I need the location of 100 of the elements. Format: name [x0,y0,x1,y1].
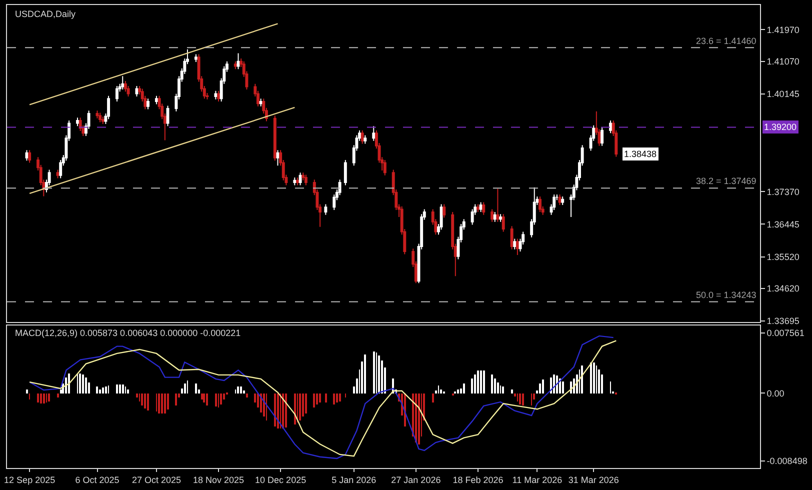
bar [550,378,552,394]
bar [598,370,600,394]
bar [593,362,595,394]
y-tick-label: 0.00 [766,388,784,398]
x-tick-label: 6 Oct 2025 [75,474,120,485]
bar [277,394,279,429]
bar [294,394,296,425]
candlestick [304,174,308,186]
bar [195,384,197,394]
bar [590,362,592,394]
candlestick [513,238,516,250]
bar [440,390,442,394]
bar [40,394,42,404]
candlestick [236,52,240,70]
candlestick [25,150,28,162]
bar [102,388,104,394]
candlestick [383,159,386,176]
bar [553,374,555,394]
candlestick [470,208,474,226]
bar [119,384,121,394]
candlestick [360,130,364,144]
bar [378,356,380,394]
candlestick [516,238,519,256]
bar [85,378,87,394]
bar [141,394,143,406]
candlestick [107,95,110,120]
x-tick-label: 5 Jan 2026 [332,474,376,485]
bar [122,384,124,394]
ref-line-label: 50.0 = 1.34243 [696,290,756,300]
y-tick-label: 1.41970 [766,24,800,35]
candlestick [217,90,220,102]
bar [542,380,544,394]
y-tick-label: -0.008498 [766,456,808,466]
bar [511,390,513,394]
candlestick [214,90,218,100]
candlestick [96,110,99,119]
y-tick-label: 1.37370 [766,186,800,197]
bar [57,394,59,398]
candlestick [561,196,564,206]
candlestick [479,202,482,213]
bar [556,376,558,394]
candlestick [234,60,237,70]
bar [305,394,307,414]
y-tick-label: 0.007561 [766,328,804,338]
candlestick [98,112,102,123]
candlestick [490,208,494,222]
bar [483,370,485,394]
candlestick [344,159,347,186]
candlestick [154,95,158,105]
candlestick [442,204,446,218]
candlestick [499,214,502,222]
x-tick-label: 10 Dec 2025 [255,474,306,485]
candlestick [482,202,486,216]
candlestick [296,177,299,186]
bar [319,394,321,403]
y-tick-label: 1.34620 [766,284,800,294]
candlestick [124,80,127,92]
x-tick-label: 12 Sep 2025 [4,474,56,485]
candlestick [276,150,280,166]
bar [161,394,163,414]
bar [457,390,459,394]
x-tick-label: 18 Feb 2026 [452,474,504,485]
annotation: 1.38438 [624,149,657,159]
x-tick-label: 27 Oct 2025 [132,474,181,485]
candlestick [56,169,60,179]
bar [313,394,315,408]
bar [68,374,70,394]
bar [497,382,499,394]
candlestick [558,194,562,206]
bar [79,374,81,394]
candlestick [121,76,124,90]
bar [246,394,248,398]
y-tick-label: 1.40145 [766,89,800,100]
bar [215,394,217,407]
bar [415,394,417,443]
candlestick [600,127,604,146]
ref-line-label: 1.39200 [764,122,797,132]
candlestick [493,212,496,222]
bar [116,384,118,394]
chart-title: USDCAD,Daily [15,9,76,19]
bar [240,386,242,394]
y-tick-label: 1.36445 [766,219,800,230]
candlestick [28,150,32,164]
candlestick [476,204,480,213]
candlestick [59,159,62,179]
candlestick [78,117,82,132]
candlestick [510,226,514,250]
x-tick-label: 27 Jan 2026 [391,474,441,485]
bar [37,394,39,403]
candlestick [126,85,130,98]
bar [136,394,138,398]
bar [158,394,160,414]
bar [474,374,476,394]
candlestick [116,85,118,102]
bar [336,394,338,403]
y-tick-label: 1.41070 [766,56,800,66]
bar [519,394,521,405]
bar [325,394,327,403]
bar [463,384,465,394]
candlestick [324,204,328,216]
